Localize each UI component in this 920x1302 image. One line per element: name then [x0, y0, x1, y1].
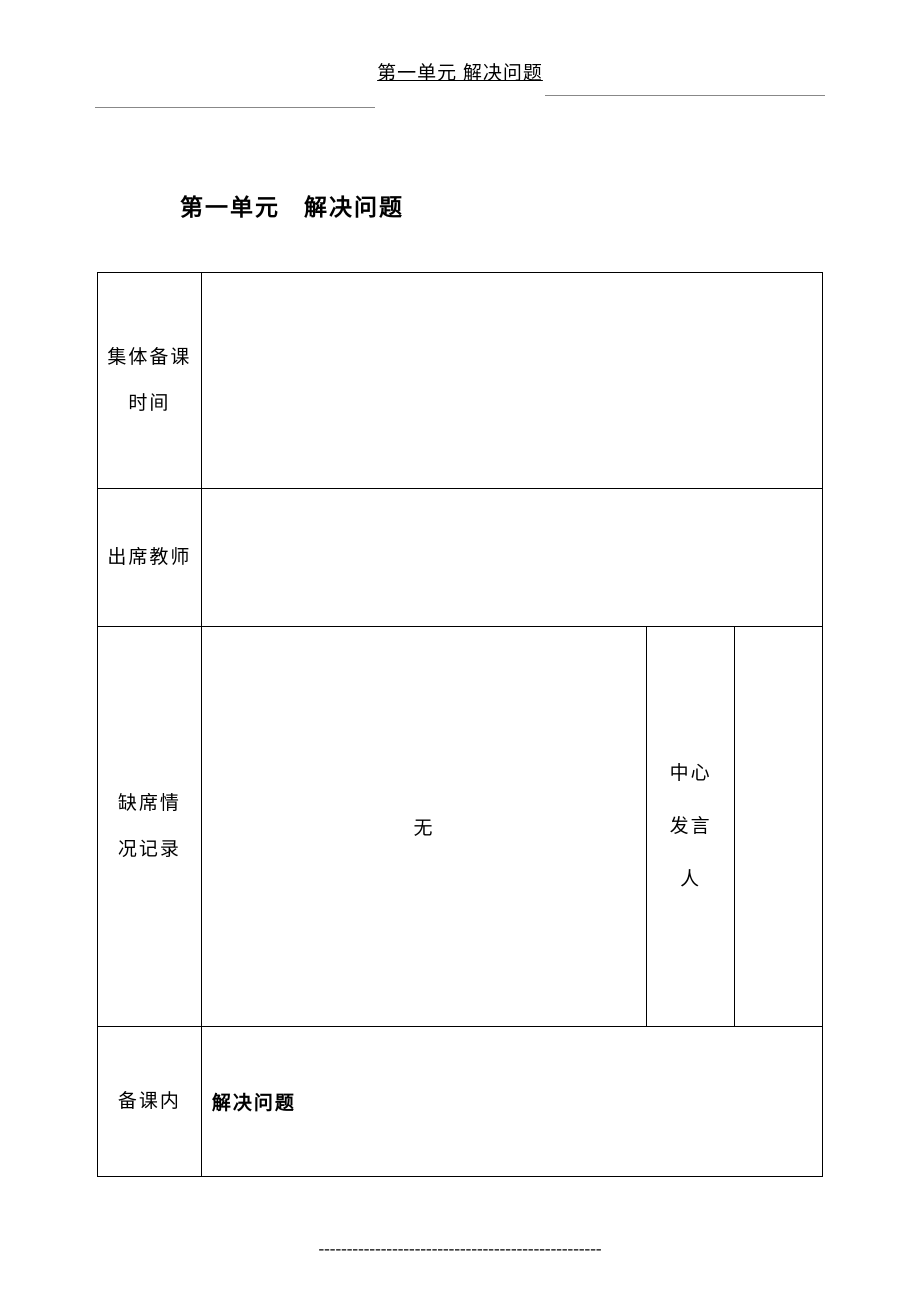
- cell-label-absence-record: 缺席情 况记录: [98, 627, 202, 1027]
- lesson-plan-table: 集体备课 时间 出席教师 缺席情 况记录 无 中心 发言 人 备课内 解决问题: [97, 272, 823, 1177]
- cell-value-lesson-content: 解决问题: [201, 1027, 822, 1177]
- page-header: 第一单元 解决问题: [0, 0, 920, 85]
- cell-value-absence-record: 无: [201, 627, 646, 1027]
- cell-label-attending-teachers: 出席教师: [98, 489, 202, 627]
- cell-value-attending-teachers: [201, 489, 822, 627]
- footer-separator: ----------------------------------------…: [0, 1239, 920, 1259]
- title-part-1: 第一单元: [180, 195, 280, 220]
- table-row: 集体备课 时间: [98, 273, 823, 489]
- cell-value-meeting-time: [201, 273, 822, 489]
- header-rule: [0, 95, 920, 113]
- title-part-2: 解决问题: [304, 195, 404, 220]
- cell-label-meeting-time: 集体备课 时间: [98, 273, 202, 489]
- table-row: 出席教师: [98, 489, 823, 627]
- table-row: 缺席情 况记录 无 中心 发言 人: [98, 627, 823, 1027]
- label-text: 中心: [651, 747, 730, 800]
- cell-value-speaker: [735, 627, 823, 1027]
- label-text: 人: [651, 853, 730, 906]
- label-text: 发言: [651, 800, 730, 853]
- cell-label-lesson-content: 备课内: [98, 1027, 202, 1177]
- label-text: 时间: [106, 381, 193, 427]
- label-text: 况记录: [106, 827, 193, 873]
- document-title: 第一单元解决问题: [180, 188, 920, 222]
- cell-label-speaker: 中心 发言 人: [647, 627, 735, 1027]
- table-row: 备课内 解决问题: [98, 1027, 823, 1177]
- label-text: 集体备课: [106, 335, 193, 381]
- label-text: 缺席情: [106, 781, 193, 827]
